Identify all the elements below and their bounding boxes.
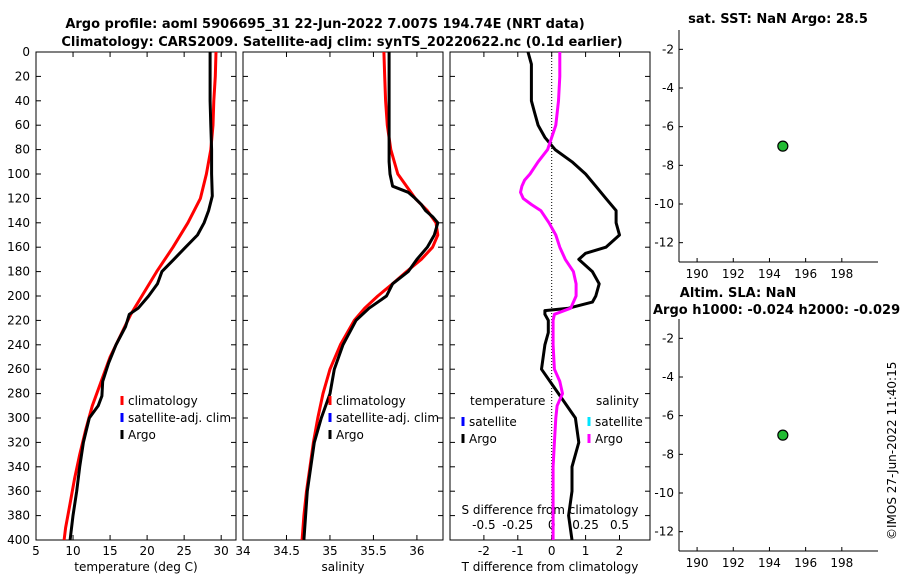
sla-map-ytick-label: -6 — [662, 409, 674, 423]
depth-tick-label: 140 — [7, 216, 30, 230]
salinity-xtick-label: 34 — [235, 544, 250, 558]
temperature-xtick-label: 20 — [139, 544, 154, 558]
salinity-legend-label: satellite-adj. clim — [336, 411, 439, 425]
temperature-series-argo — [68, 52, 214, 541]
sla-map-title-line2: Argo h1000: -0.024 h2000: -0.029 — [653, 303, 900, 318]
depth-tick-label: 320 — [7, 435, 30, 449]
sla-map-ytick-label: -4 — [662, 370, 674, 384]
sla-map-xtick-label: 194 — [758, 556, 781, 570]
salinity-diff-tick-label: -0.25 — [502, 518, 533, 532]
temperature-xtick-label: 30 — [214, 544, 229, 558]
sst-map-xtick-label: 196 — [794, 267, 817, 281]
depth-tick-label: 300 — [7, 411, 30, 425]
depth-tick-label: 180 — [7, 265, 30, 279]
sla-map-argo-location-marker — [777, 429, 789, 441]
salinity-diff-tick-label: 0.5 — [610, 518, 629, 532]
difference-xlabel: T difference from climatology — [461, 560, 639, 574]
sst-map-ytick-label: -6 — [662, 120, 674, 134]
difference-xtick-label: 1 — [582, 544, 590, 558]
depth-tick-label: 200 — [7, 289, 30, 303]
difference-axes-frame — [449, 51, 651, 541]
sla-map-title-line1: Altim. SLA: NaN — [680, 286, 796, 301]
salinity-xtick-label: 35.5 — [360, 544, 387, 558]
depth-tick-label: 280 — [7, 387, 30, 401]
sla-map-xtick-label: 192 — [722, 556, 745, 570]
depth-tick-label: 160 — [7, 240, 30, 254]
depth-tick-label: 20 — [15, 69, 30, 83]
salinity-diff-xlabel: S difference from climatology — [462, 503, 639, 517]
temperature-xtick-label: 15 — [102, 544, 117, 558]
depth-tick-label: 100 — [7, 167, 30, 181]
salinity-axes-frame — [242, 51, 444, 541]
difference-xtick-label: 0 — [548, 544, 556, 558]
temperature-axes-frame — [35, 51, 237, 541]
salinity-legend-label: climatology — [336, 394, 406, 408]
sst-map-title: sat. SST: NaN Argo: 28.5 — [688, 12, 868, 27]
sla-map-xtick-label: 190 — [686, 556, 709, 570]
temperature-xtick-label: 25 — [177, 544, 192, 558]
temperature-legend-label: Argo — [469, 432, 497, 446]
salinity-xlabel: salinity — [321, 560, 364, 574]
salinity-legend-label: Argo — [595, 432, 623, 446]
salinity-xtick-label: 35 — [322, 544, 337, 558]
salinity-diff-tick-label: 0.25 — [572, 518, 599, 532]
temperature-xtick-label: 5 — [32, 544, 40, 558]
sla-map-xtick-label: 198 — [830, 556, 853, 570]
temperature-legend-label: climatology — [128, 394, 198, 408]
salinity-legend-title: salinity — [596, 394, 639, 408]
temperature-xlabel: temperature (deg C) — [74, 560, 197, 574]
sla-map-ytick-label: -2 — [662, 331, 674, 345]
sst-map-xtick-label: 192 — [722, 267, 745, 281]
depth-tick-label: 240 — [7, 338, 30, 352]
difference-xtick-label: 2 — [616, 544, 624, 558]
depth-tick-label: 220 — [7, 313, 30, 327]
temperature-series-climatology — [62, 51, 218, 541]
difference-series-temperature-argo — [526, 51, 621, 541]
sst-map-ytick-label: -12 — [654, 236, 674, 250]
sst-map-argo-location-marker — [777, 140, 789, 152]
temperature-legend-label: satellite-adj. clim — [128, 411, 231, 425]
depth-tick-label: 380 — [7, 509, 30, 523]
depth-tick-label: 340 — [7, 460, 30, 474]
sst-map-xtick-label: 190 — [686, 267, 709, 281]
temperature-legend-label: Argo — [128, 428, 156, 442]
depth-tick-label: 360 — [7, 484, 30, 498]
sla-map-ytick-label: -8 — [662, 447, 674, 461]
sst-map-ytick-label: -2 — [662, 42, 674, 56]
salinity-series-argo — [302, 52, 440, 541]
depth-tick-label: 0 — [22, 45, 30, 59]
salinity-legend-label: satellite — [595, 415, 643, 429]
depth-tick-label: 60 — [15, 118, 30, 132]
depth-tick-label: 40 — [15, 94, 30, 108]
salinity-diff-tick-label: -0.5 — [472, 518, 495, 532]
sst-map-ytick-label: -4 — [662, 81, 674, 95]
difference-series-salinity-argo — [519, 52, 578, 540]
depth-tick-label: 80 — [15, 143, 30, 157]
footer-timestamp: ©IMOS 27-Jun-2022 11:40:15 — [885, 362, 899, 540]
difference-xtick-label: -2 — [478, 544, 490, 558]
sst-map-xtick-label: 198 — [830, 267, 853, 281]
figure-title-line1: Argo profile: aoml 5906695_31 22-Jun-202… — [65, 17, 584, 32]
sst-map-ytick-label: -8 — [662, 158, 674, 172]
sst-map-xtick-label: 194 — [758, 267, 781, 281]
sla-map-xtick-label: 196 — [794, 556, 817, 570]
depth-tick-label: 260 — [7, 362, 30, 376]
depth-tick-label: 400 — [7, 533, 30, 547]
temperature-xtick-label: 10 — [65, 544, 80, 558]
depth-tick-label: 120 — [7, 191, 30, 205]
temperature-legend-label: satellite — [469, 415, 517, 429]
salinity-legend-label: Argo — [336, 428, 364, 442]
figure-title-line2: Climatology: CARS2009. Satellite-adj cli… — [61, 35, 622, 50]
salinity-xtick-label: 34.5 — [273, 544, 300, 558]
sla-map-ytick-label: -10 — [654, 486, 674, 500]
salinity-series-climatology — [300, 51, 440, 541]
salinity-xtick-label: 36 — [409, 544, 424, 558]
sst-map-ytick-label: -10 — [654, 197, 674, 211]
difference-xtick-label: -1 — [512, 544, 524, 558]
sla-map-ytick-label: -12 — [654, 525, 674, 539]
temperature-legend-title: temperature — [470, 394, 545, 408]
